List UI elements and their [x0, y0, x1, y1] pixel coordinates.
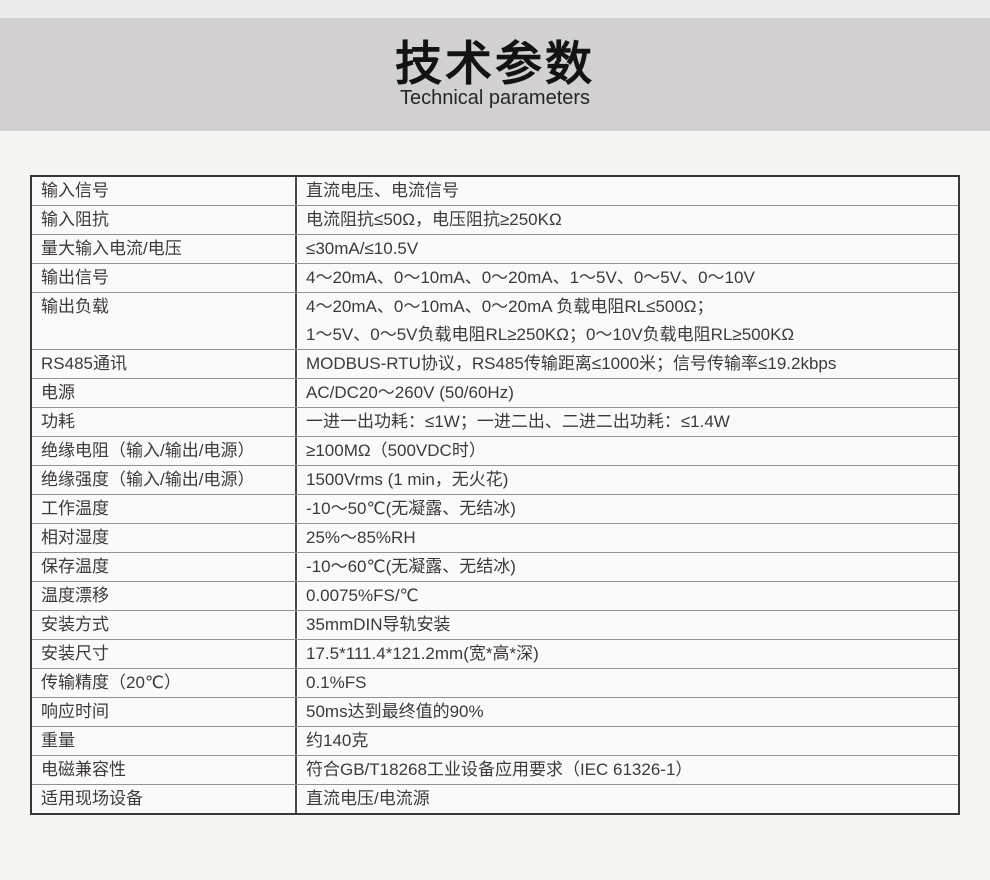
- param-label: 适用现场设备: [41, 789, 143, 808]
- param-value: 1500Vrms (1 min，无火花): [295, 466, 958, 494]
- spec-table: 输入信号 直流电压、电流信号 输入阻抗 电流阻抗≤50Ω，电压阻抗≥250KΩ 量大输入…: [30, 175, 960, 815]
- table-row: 保存温度 -10～60℃(无凝露、无结冰): [32, 552, 958, 581]
- page-title: 技术参数: [395, 36, 595, 90]
- param-value: MODBUS-RTU协议，RS485传输距离≤1000米；信号传输率≤19.2k…: [295, 350, 958, 378]
- table-row: 温度漂移 0.0075%FS/℃: [32, 581, 958, 610]
- param-label: 绝缘电阻（输入/输出/电源）: [41, 441, 255, 460]
- param-label: 电源: [41, 383, 75, 402]
- param-value-line: 1～5V、0～5V负载电阻RL≥250KΩ；0～10V负载电阻RL≥500KΩ: [306, 325, 795, 344]
- param-label: 工作温度: [41, 499, 109, 518]
- table-row: 适用现场设备 直流电压/电流源: [32, 784, 958, 813]
- param-label: 功耗: [41, 412, 75, 431]
- table-row: 功耗 一进一出功耗：≤1W；一进二出、二进二出功耗：≤1.4W: [32, 407, 958, 436]
- table-row: 输入阻抗 电流阻抗≤50Ω，电压阻抗≥250KΩ: [32, 205, 958, 234]
- table-row: 电源 AC/DC20～260V (50/60Hz): [32, 378, 958, 407]
- param-label: 输入阻抗: [41, 210, 109, 229]
- table-row: 工作温度 -10～50℃(无凝露、无结冰): [32, 494, 958, 523]
- page-subtitle: Technical parameters: [399, 87, 591, 110]
- param-value: 4～20mA、0～10mA、0～20mA 负载电阻RL≤500Ω； 1～5V、0～…: [295, 293, 958, 349]
- table-row: 输出信号 4～20mA、0～10mA、0～20mA、1～5V、0～5V、0～10V: [32, 263, 958, 292]
- table-row: 绝缘强度（输入/输出/电源） 1500Vrms (1 min，无火花): [32, 465, 958, 494]
- param-label: 输入信号: [41, 181, 109, 200]
- param-value: ≥100MΩ（500VDC时）: [295, 437, 958, 465]
- param-label: RS485通讯: [41, 354, 127, 373]
- param-value: 0.0075%FS/℃: [295, 582, 958, 610]
- param-label: 传输精度（20℃）: [41, 673, 182, 692]
- param-label: 电磁兼容性: [41, 760, 126, 779]
- param-label: 绝缘强度（输入/输出/电源）: [41, 470, 255, 489]
- param-value: 0.1%FS: [295, 669, 958, 697]
- param-value: ≤30mA/≤10.5V: [295, 235, 958, 263]
- param-label: 重量: [41, 731, 75, 750]
- param-value: 17.5*111.4*121.2mm(宽*高*深): [295, 640, 958, 668]
- table-row: 重量 约140克: [32, 726, 958, 755]
- param-label: 响应时间: [41, 702, 109, 721]
- param-label: 量大输入电流/电压: [41, 239, 182, 258]
- param-value: 35mmDIN导轨安装: [295, 611, 958, 639]
- param-value: 直流电压/电流源: [295, 785, 958, 813]
- table-row: RS485通讯 MODBUS-RTU协议，RS485传输距离≤1000米；信号传输…: [32, 349, 958, 378]
- param-value: 4～20mA、0～10mA、0～20mA、1～5V、0～5V、0～10V: [295, 264, 958, 292]
- top-strip: [0, 0, 990, 18]
- param-value: 50ms达到最终值的90%: [295, 698, 958, 726]
- param-value: 直流电压、电流信号: [295, 177, 958, 205]
- table-row: 输入信号 直流电压、电流信号: [32, 177, 958, 205]
- param-label: 相对湿度: [41, 528, 109, 547]
- param-value: 25%～85%RH: [295, 524, 958, 552]
- param-label: 安装尺寸: [41, 644, 109, 663]
- title-band: 技术参数 Technical parameters: [0, 18, 990, 131]
- table-row: 量大输入电流/电压 ≤30mA/≤10.5V: [32, 234, 958, 263]
- param-label: 安装方式: [41, 615, 109, 634]
- param-value: 符合GB/T18268工业设备应用要求（IEC 61326-1）: [295, 756, 958, 784]
- table-row: 安装尺寸 17.5*111.4*121.2mm(宽*高*深): [32, 639, 958, 668]
- table-row: 安装方式 35mmDIN导轨安装: [32, 610, 958, 639]
- param-label: 输出信号: [41, 268, 109, 287]
- param-value: -10～50℃(无凝露、无结冰): [295, 495, 958, 523]
- table-row: 相对湿度 25%～85%RH: [32, 523, 958, 552]
- param-label: 输出负载: [41, 297, 109, 316]
- param-label: 保存温度: [41, 557, 109, 576]
- param-value: 约140克: [295, 727, 958, 755]
- param-value-line: 4～20mA、0～10mA、0～20mA 负载电阻RL≤500Ω；: [306, 297, 714, 316]
- param-value: -10～60℃(无凝露、无结冰): [295, 553, 958, 581]
- table-row: 响应时间 50ms达到最终值的90%: [32, 697, 958, 726]
- param-value: 一进一出功耗：≤1W；一进二出、二进二出功耗：≤1.4W: [295, 408, 958, 436]
- param-value: 电流阻抗≤50Ω，电压阻抗≥250KΩ: [295, 206, 958, 234]
- param-label: 温度漂移: [41, 586, 109, 605]
- table-row: 传输精度（20℃） 0.1%FS: [32, 668, 958, 697]
- table-row: 绝缘电阻（输入/输出/电源） ≥100MΩ（500VDC时）: [32, 436, 958, 465]
- table-row: 电磁兼容性 符合GB/T18268工业设备应用要求（IEC 61326-1）: [32, 755, 958, 784]
- param-value: AC/DC20～260V (50/60Hz): [295, 379, 958, 407]
- table-row: 输出负载 4～20mA、0～10mA、0～20mA 负载电阻RL≤500Ω； 1～5…: [32, 292, 958, 349]
